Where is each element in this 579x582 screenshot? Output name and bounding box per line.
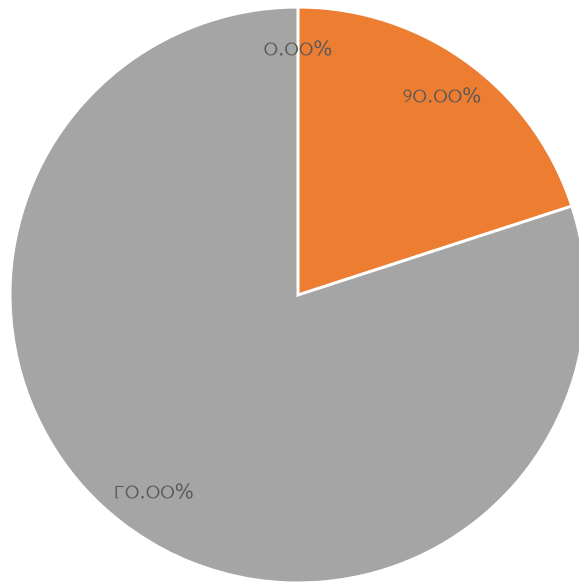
- pie-slice: [296, 5, 574, 298]
- data-label: ୦.୦୦%: [264, 37, 333, 61]
- data-label: ୨୦.୦୦%: [403, 83, 482, 107]
- data-label: ୮୦.୦୦%: [114, 480, 193, 504]
- pie-slice: [8, 5, 579, 582]
